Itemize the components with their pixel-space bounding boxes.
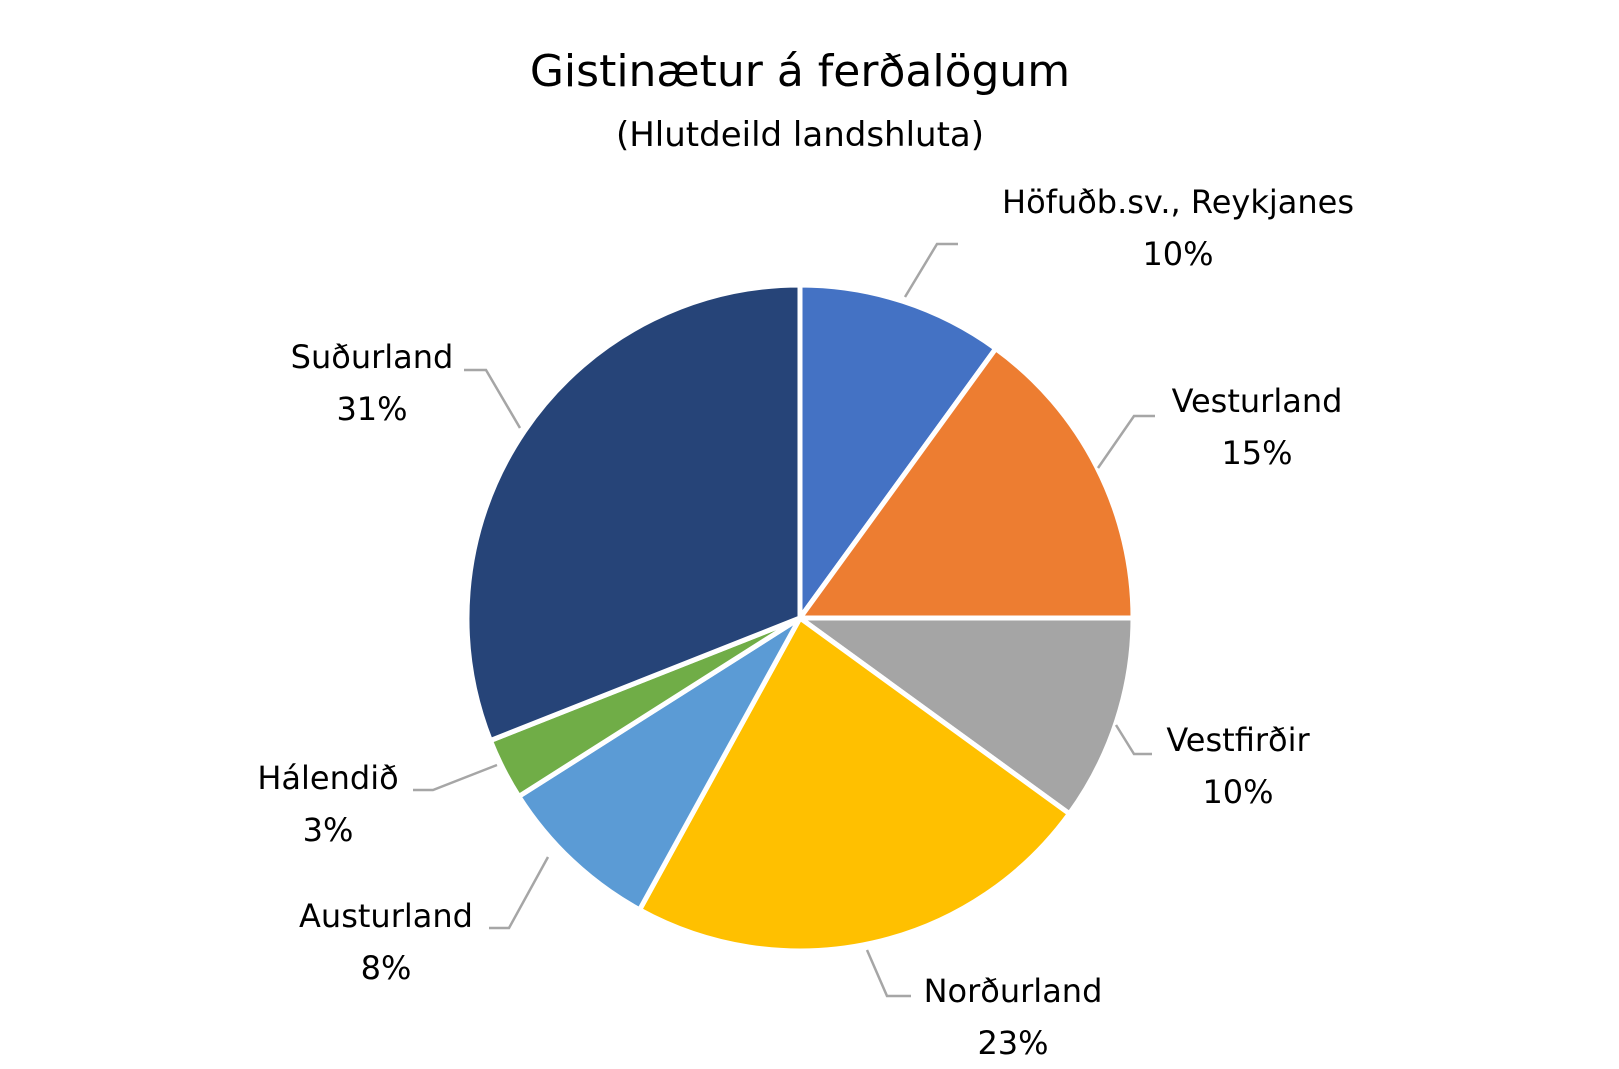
leader-line-vestfirdir (1114, 724, 1152, 756)
slice-name-label-sudurland: Suðurland (291, 338, 454, 376)
slice-name-label-vesturland: Vesturland (1172, 382, 1343, 420)
leader-line-austurland (489, 856, 550, 930)
pie-slice-vesturland (797, 346, 1136, 621)
pie-slice-vestfirdir (797, 615, 1136, 817)
leader-line-vesturland (1096, 414, 1155, 469)
slice-value-label-austurland: 8% (361, 949, 412, 987)
slice-name-label-austurland: Austurland (299, 897, 473, 935)
pie-slice-austurland (516, 615, 803, 913)
data-labels: Höfuðb.sv., Reykjanes 10% Vesturland 15% Ves… (257, 183, 1354, 1062)
pie-slices (464, 282, 1136, 954)
pie-slice-hofudb-sv-reykjanes (797, 282, 999, 621)
slice-value-label-halendid: 3% (303, 811, 354, 849)
chart-subtitle: (Hlutdeild landshluta) (616, 115, 984, 155)
chart-title: Gistinætur á ferðalögum (530, 46, 1070, 97)
slice-value-label-nordurland: 23% (977, 1024, 1048, 1062)
leader-line-hofudb-sv-reykjanes (903, 242, 958, 298)
slice-name-label-hofudb-sv-reykjanes: Höfuðb.sv., Reykjanes (1002, 183, 1354, 221)
leader-line-halendid (413, 763, 498, 792)
slice-value-label-vesturland: 15% (1221, 434, 1292, 472)
slice-name-label-nordurland: Norðurland (924, 972, 1103, 1010)
slice-value-label-sudurland: 31% (336, 390, 407, 428)
slice-value-label-hofudb-sv-reykjanes: 10% (1142, 235, 1213, 273)
leader-lines (413, 242, 1155, 998)
leader-line-sudurland (464, 368, 522, 429)
pie-slice-nordurland (637, 615, 1072, 954)
leader-line-nordurland (865, 949, 911, 998)
slice-name-label-halendid: Hálendið (257, 759, 398, 797)
pie-slice-sudurland (464, 282, 803, 744)
slice-name-label-vestfirdir: Vestfirðir (1166, 721, 1310, 759)
slice-value-label-vestfirdir: 10% (1202, 773, 1273, 811)
